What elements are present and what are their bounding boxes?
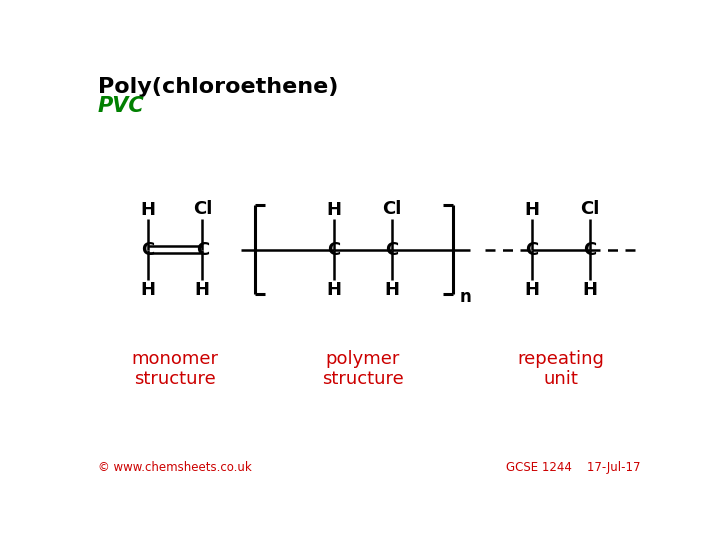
Text: PVC: PVC bbox=[98, 96, 145, 116]
Text: C: C bbox=[328, 241, 341, 259]
Text: C: C bbox=[583, 241, 596, 259]
Text: H: H bbox=[327, 281, 341, 299]
Text: GCSE 1244    17-Jul-17: GCSE 1244 17-Jul-17 bbox=[505, 462, 640, 475]
Text: H: H bbox=[140, 200, 156, 219]
Text: H: H bbox=[384, 281, 400, 299]
Text: repeating
unit: repeating unit bbox=[518, 350, 605, 388]
Text: Cl: Cl bbox=[193, 200, 212, 218]
Text: n: n bbox=[459, 288, 471, 306]
Text: Cl: Cl bbox=[382, 200, 402, 218]
Text: H: H bbox=[327, 200, 341, 219]
Text: H: H bbox=[582, 281, 598, 299]
Text: H: H bbox=[140, 281, 156, 299]
Text: polymer
structure: polymer structure bbox=[322, 350, 404, 388]
Text: © www.chemsheets.co.uk: © www.chemsheets.co.uk bbox=[98, 462, 251, 475]
Text: C: C bbox=[196, 241, 209, 259]
Text: H: H bbox=[524, 200, 539, 219]
Text: Cl: Cl bbox=[580, 200, 600, 218]
Text: C: C bbox=[386, 241, 399, 259]
Text: H: H bbox=[524, 281, 539, 299]
Text: H: H bbox=[195, 281, 210, 299]
Text: Poly(chloroethene): Poly(chloroethene) bbox=[98, 77, 338, 97]
Text: C: C bbox=[525, 241, 539, 259]
Text: monomer
structure: monomer structure bbox=[132, 350, 219, 388]
Text: C: C bbox=[142, 241, 155, 259]
